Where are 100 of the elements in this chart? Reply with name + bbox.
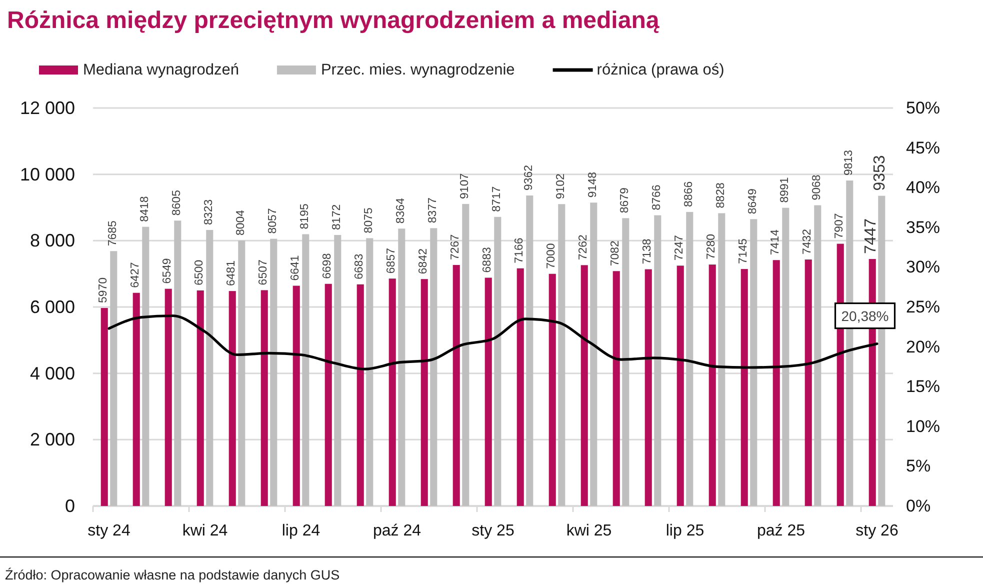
data-label: 6842 — [418, 248, 430, 274]
data-label: 8004 — [234, 209, 247, 236]
data-label: 6683 — [354, 254, 366, 280]
y2-tick-label: 5% — [906, 456, 931, 476]
y2-tick-label: 20% — [906, 337, 940, 356]
y2-tick-label: 25% — [906, 298, 940, 316]
data-label: 7247 — [674, 235, 686, 261]
data-label: 6641 — [290, 255, 302, 281]
bar — [420, 279, 428, 506]
data-label: 7000 — [546, 243, 558, 269]
data-label: 8991 — [778, 177, 791, 203]
bar — [452, 264, 460, 506]
text: Źródło: Opracowanie własne na podstawie danych GUS — [5, 568, 340, 582]
x-tick-label: kwi 25 — [566, 522, 612, 540]
bar — [132, 292, 140, 506]
bar — [334, 234, 342, 506]
bar — [356, 284, 364, 506]
bar — [110, 251, 118, 506]
data-label: 8172 — [330, 204, 343, 230]
y2-tick-label: 35% — [906, 218, 940, 237]
x-tick-label: lip 24 — [282, 522, 320, 540]
data-label: 8195 — [298, 204, 311, 230]
data-label: 7447 — [862, 218, 880, 254]
data-label: 7138 — [642, 238, 654, 264]
y2-tick-label: 30% — [906, 258, 940, 277]
bar — [750, 219, 758, 506]
data-label: 7685 — [106, 220, 119, 246]
bar — [558, 204, 566, 506]
bar — [238, 240, 246, 506]
data-label: 8057 — [266, 208, 279, 234]
data-label: 8766 — [650, 184, 663, 210]
bar — [740, 269, 748, 506]
y-tick-label: 6 000 — [30, 297, 75, 317]
bar — [804, 260, 812, 506]
data-label: 8075 — [362, 208, 375, 234]
x-tick-label: sty 25 — [472, 522, 514, 540]
data-label: 6549 — [162, 258, 174, 284]
data-label: 7907 — [834, 213, 846, 239]
data-label: 8866 — [682, 181, 695, 207]
bar — [622, 218, 630, 506]
y2-tick-label: 45% — [906, 138, 940, 158]
bar — [772, 260, 780, 506]
data-label: 9102 — [554, 174, 567, 200]
y2-tick-label: 10% — [906, 416, 940, 436]
data-label: 6883 — [482, 247, 494, 273]
bar — [580, 265, 588, 506]
legend-label: różnica (prawa oś) — [596, 62, 724, 78]
bar — [100, 308, 108, 506]
bar — [142, 226, 150, 506]
bar — [228, 291, 236, 506]
chart-title: Różnica między przeciętnym wynagrodzeniem a medianą — [7, 7, 660, 34]
bar — [196, 290, 204, 506]
legend-label: Mediana wynagrodzeń — [83, 62, 239, 78]
bar — [302, 234, 310, 506]
bar — [708, 264, 716, 506]
bar — [206, 230, 214, 506]
bar — [430, 228, 438, 506]
data-label: 7082 — [610, 240, 622, 266]
y-tick-label: 2 000 — [30, 430, 75, 450]
data-label: 8323 — [202, 199, 215, 225]
data-label: 7280 — [706, 234, 718, 260]
y2-tick-label: 0% — [906, 496, 931, 516]
data-label: 7267 — [450, 234, 462, 260]
y2-tick-label: 40% — [906, 178, 940, 198]
bar — [398, 228, 406, 506]
bar — [590, 202, 598, 506]
data-label: 9813 — [842, 150, 855, 176]
data-label: 6427 — [130, 262, 142, 288]
data-label: 20,38% — [841, 308, 889, 324]
bar — [366, 238, 374, 506]
bar — [516, 268, 524, 506]
data-label: 6507 — [258, 260, 270, 286]
bar — [484, 278, 492, 506]
y-tick-label: 12 000 — [20, 98, 75, 118]
data-label: 9353 — [872, 155, 889, 191]
bar — [676, 266, 684, 506]
bar — [270, 238, 278, 506]
x-tick-label: sty 24 — [88, 522, 130, 540]
data-label: 7262 — [578, 234, 590, 260]
data-label: 7166 — [514, 238, 526, 264]
data-label: 8418 — [138, 196, 151, 222]
y-tick-label: 10 000 — [20, 164, 75, 184]
x-tick-label: lip 25 — [666, 522, 704, 540]
x-tick-label: paź 24 — [372, 522, 422, 540]
y-tick-label: 4 000 — [30, 363, 75, 384]
bar — [388, 278, 396, 506]
legend-label: Przec. mies. wynagrodzenie — [320, 62, 515, 78]
data-label: 6500 — [194, 260, 206, 286]
bar — [164, 288, 172, 506]
data-label: 8828 — [714, 182, 727, 208]
bar — [644, 269, 652, 506]
y2-tick-label: 50% — [906, 98, 940, 118]
data-label: 8717 — [490, 186, 503, 212]
x-tick-label: kwi 24 — [182, 522, 228, 540]
data-label: 6481 — [226, 260, 238, 286]
bar — [814, 205, 822, 506]
bar — [174, 220, 182, 506]
data-label: 8605 — [170, 190, 183, 216]
data-label: 6857 — [386, 248, 398, 274]
x-tick-label: paź 25 — [756, 522, 806, 540]
